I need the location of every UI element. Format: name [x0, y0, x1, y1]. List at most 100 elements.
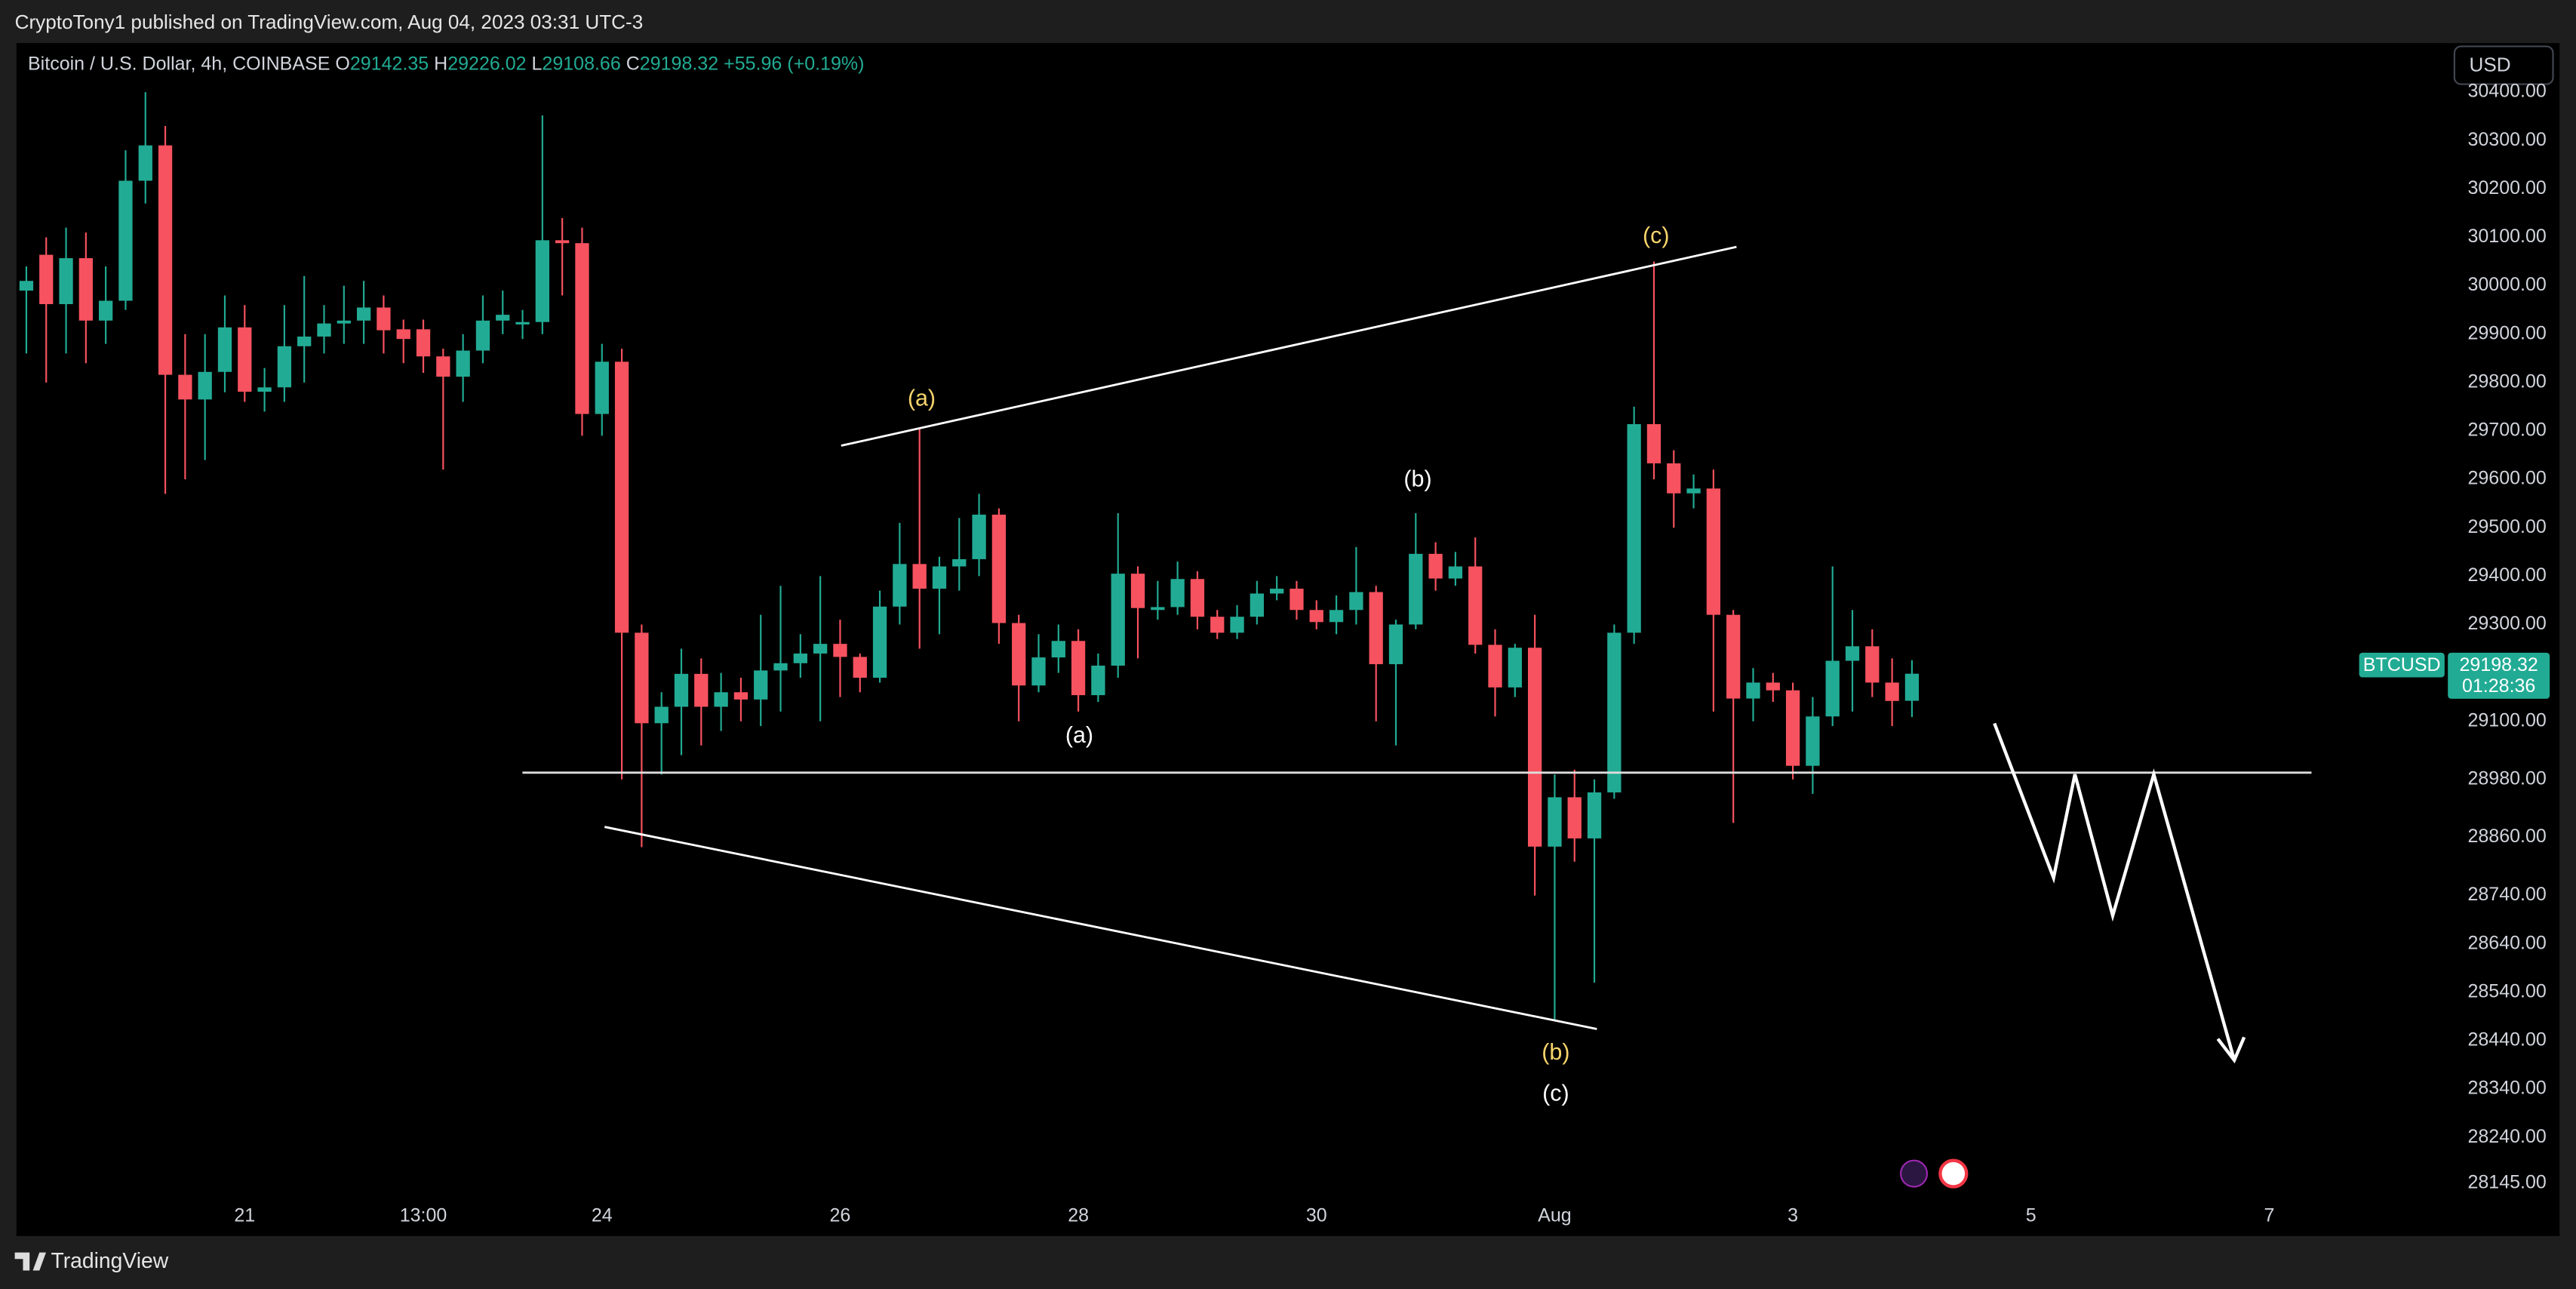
candle-body [1785, 690, 1800, 766]
ticker-tag [2359, 652, 2445, 678]
ohlc-key: C [626, 53, 640, 74]
candle-body [1527, 648, 1542, 847]
candle-body [555, 240, 570, 244]
plot: 30400.00 30300.00 30200.00 30100.00 30000.00… [19, 81, 2547, 1226]
wave-label: (c) [1643, 223, 1670, 248]
price-tag [2448, 652, 2550, 699]
candle-body [952, 558, 967, 567]
ohlc-key: O [335, 53, 349, 74]
event-icon[interactable] [1938, 1158, 1969, 1189]
x-tick-label: 30 [1306, 1204, 1327, 1226]
candle-body [1448, 566, 1463, 579]
y-tick-label: 28640.00 [2467, 932, 2546, 953]
candle-body [1548, 797, 1562, 847]
ohlc-key: H [434, 53, 447, 74]
y-tick-label: 29700.00 [2467, 420, 2546, 441]
y-tick-label: 28540.00 [2467, 980, 2546, 1001]
wave-label: (b) [1403, 466, 1431, 491]
x-tick-label: 28 [1068, 1204, 1089, 1226]
ohlc-value: 29226.02 [447, 53, 526, 74]
candle-body [1667, 463, 1681, 494]
candle-body [535, 240, 550, 322]
y-tick-label: 30000.00 [2467, 274, 2546, 295]
candle-body [1130, 574, 1145, 608]
candle-body [396, 329, 410, 340]
candle-body [1349, 592, 1363, 611]
candle-body [853, 657, 867, 678]
candle-body [614, 361, 629, 633]
candle-body [991, 514, 1007, 623]
candle-body [118, 180, 133, 301]
wedge-bottom [604, 826, 1597, 1030]
wave-label: (b) [1542, 1039, 1569, 1065]
ohlc-value: 29142.35 [350, 53, 429, 74]
candle-body [833, 644, 847, 657]
candle-body [1369, 592, 1383, 665]
y-tick-label: 28440.00 [2467, 1029, 2546, 1051]
candle-body [1766, 682, 1780, 691]
candle-body [1646, 424, 1661, 463]
candle-body [1111, 574, 1125, 666]
legend: Bitcoin / U.S. Dollar, 4h, COINBASE O291… [28, 53, 864, 74]
candle-body [912, 564, 927, 589]
candle-body [1587, 792, 1602, 838]
symbol: Bitcoin / U.S. Dollar, 4h, COINBASE [28, 53, 330, 74]
wave-label: (c) [1542, 1081, 1569, 1106]
wedge-top [841, 245, 1737, 447]
candle-body [1508, 648, 1522, 688]
candle-body [1290, 589, 1304, 611]
candle-body [1388, 624, 1403, 665]
x-tick-label: 26 [830, 1204, 851, 1226]
byline: CryptoTony1 published on TradingView.com… [15, 11, 644, 33]
candle-body [813, 644, 828, 654]
y-tick-label: 29800.00 [2467, 371, 2546, 392]
candle-body [78, 258, 93, 321]
candle-body [1904, 673, 1920, 701]
candle-body [1627, 424, 1641, 633]
candle-body [1428, 553, 1443, 579]
event-icons[interactable] [1900, 1158, 1969, 1189]
candle-body [1567, 797, 1582, 838]
candle-body [1825, 660, 1840, 717]
candle-body [932, 566, 947, 589]
candle-body [377, 307, 391, 331]
currency[interactable]: USD [2469, 53, 2510, 75]
event-icon[interactable] [1900, 1159, 1929, 1188]
candle-body [496, 315, 510, 321]
candle-body [1210, 617, 1225, 633]
y-tick-label: 29100.00 [2467, 709, 2546, 731]
candle-body [674, 673, 689, 707]
arrowhead [2216, 1036, 2246, 1064]
button-frame[interactable] [2453, 45, 2554, 85]
candle-body [635, 632, 649, 724]
ohlc-value: 29198.32 [640, 53, 718, 74]
y-tick-label: 29900.00 [2467, 322, 2546, 343]
candle-body [793, 653, 807, 663]
candle-body [39, 254, 54, 304]
candle-body [1746, 682, 1760, 699]
y-tick-label: 29500.00 [2467, 516, 2546, 537]
candle-body [773, 663, 788, 671]
y-tick-label: 28240.00 [2467, 1126, 2546, 1147]
candle-body [1091, 665, 1105, 696]
ohlc-value: 29108.66 [542, 53, 620, 74]
y-tick-label: 29300.00 [2467, 613, 2546, 634]
candle-body [1051, 641, 1065, 658]
candle-body [416, 329, 431, 357]
currency-button[interactable]: USD [2453, 45, 2554, 85]
candle-body [138, 145, 152, 181]
candle-body [198, 371, 212, 400]
candle-body [257, 387, 272, 392]
logo [14, 1252, 46, 1271]
last-price: 29198.32 [2459, 654, 2538, 675]
candle-body [1031, 657, 1046, 686]
drawings [522, 245, 2312, 1064]
candle-body [1706, 488, 1721, 615]
candle-body [317, 323, 331, 337]
ohlc-key: L [532, 53, 543, 74]
candle-body [1309, 610, 1323, 623]
y-tick-label: 29400.00 [2467, 565, 2546, 586]
candle-body [714, 692, 728, 707]
